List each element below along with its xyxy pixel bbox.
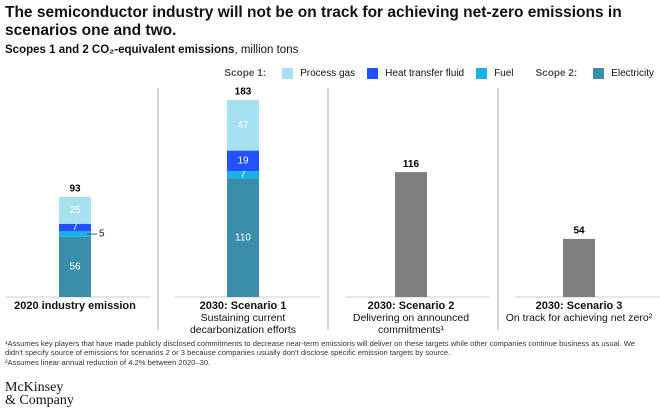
legend-label: Process gas — [300, 68, 356, 79]
value-label: 19 — [237, 155, 249, 166]
value-label: 47 — [237, 120, 249, 131]
bar-segment — [59, 231, 91, 237]
chart-title: The semiconductor industry will not be o… — [5, 4, 622, 39]
bar — [395, 172, 427, 297]
bar-segment — [227, 178, 259, 297]
subtitle-unit: , million tons — [234, 44, 299, 56]
footnote: ²Assumes linear annual reduction of 4.2%… — [5, 357, 211, 367]
bar-segment — [59, 196, 91, 224]
value-label: 7 — [72, 222, 78, 233]
logo-line: & Company — [5, 393, 74, 408]
total-label: 93 — [69, 184, 81, 195]
legend-swatch — [282, 68, 294, 79]
value-label: 110 — [235, 232, 251, 243]
bar-segment — [227, 171, 259, 179]
category-label: 2030: Scenario 3 On track for achieving n… — [504, 300, 654, 324]
category-title: 2030: Scenario 3 — [535, 300, 623, 312]
category-title: 2030: Scenario 1 — [199, 300, 287, 312]
value-label: 5 — [99, 229, 105, 240]
legend-swatch — [476, 68, 488, 79]
legend-scope: Scope 2: — [535, 68, 578, 79]
legend: Scope 1: Process gas Heat transfer fluid Fu… — [206, 68, 654, 79]
legend-swatch — [367, 68, 379, 79]
logo-line: McKinsey — [5, 380, 64, 395]
footnotes: ¹Assumes key players that have made publ… — [5, 339, 655, 367]
legend-label: Electricity — [611, 68, 654, 79]
legend-swatch — [593, 68, 605, 79]
logo: McKinsey & Company — [5, 380, 74, 408]
value-label: 25 — [69, 205, 81, 216]
bar-segment — [227, 150, 259, 172]
category-title: 2030: Scenario 2 — [367, 300, 455, 312]
legend-label: Heat transfer fluid — [385, 68, 465, 79]
category-description: Delivering on announced commitments¹ — [352, 312, 470, 336]
footnote: ¹Assumes key players that have made publ… — [5, 339, 636, 358]
bar — [563, 238, 595, 297]
value-label: 7 — [240, 169, 246, 180]
bar-segment — [59, 236, 91, 297]
chart-subtitle: Scopes 1 and 2 CO₂-equivalent emissions,… — [5, 44, 298, 56]
total-label: 183 — [235, 87, 252, 98]
value-label: 56 — [69, 261, 81, 272]
legend-scope: Scope 1: — [224, 68, 267, 79]
category-title: 2020 industry emission — [14, 300, 136, 312]
category-label: 2030: Scenario 1 Sustaining current decar… — [168, 300, 318, 336]
bar-segment — [227, 100, 259, 151]
bar-segment — [59, 223, 91, 232]
legend-label: Fuel — [494, 68, 514, 79]
category-label: 2020 industry emission — [0, 300, 150, 312]
subtitle-text: Scopes 1 and 2 CO₂-equivalent emissions — [5, 44, 235, 56]
category-description: On track for achieving net zero² — [505, 312, 653, 324]
total-label: 116 — [403, 159, 420, 170]
total-label: 54 — [573, 226, 585, 237]
category-description: Sustaining current decarbonization effor… — [189, 312, 297, 336]
category-label: 2030: Scenario 2 Delivering on announced … — [336, 300, 486, 336]
